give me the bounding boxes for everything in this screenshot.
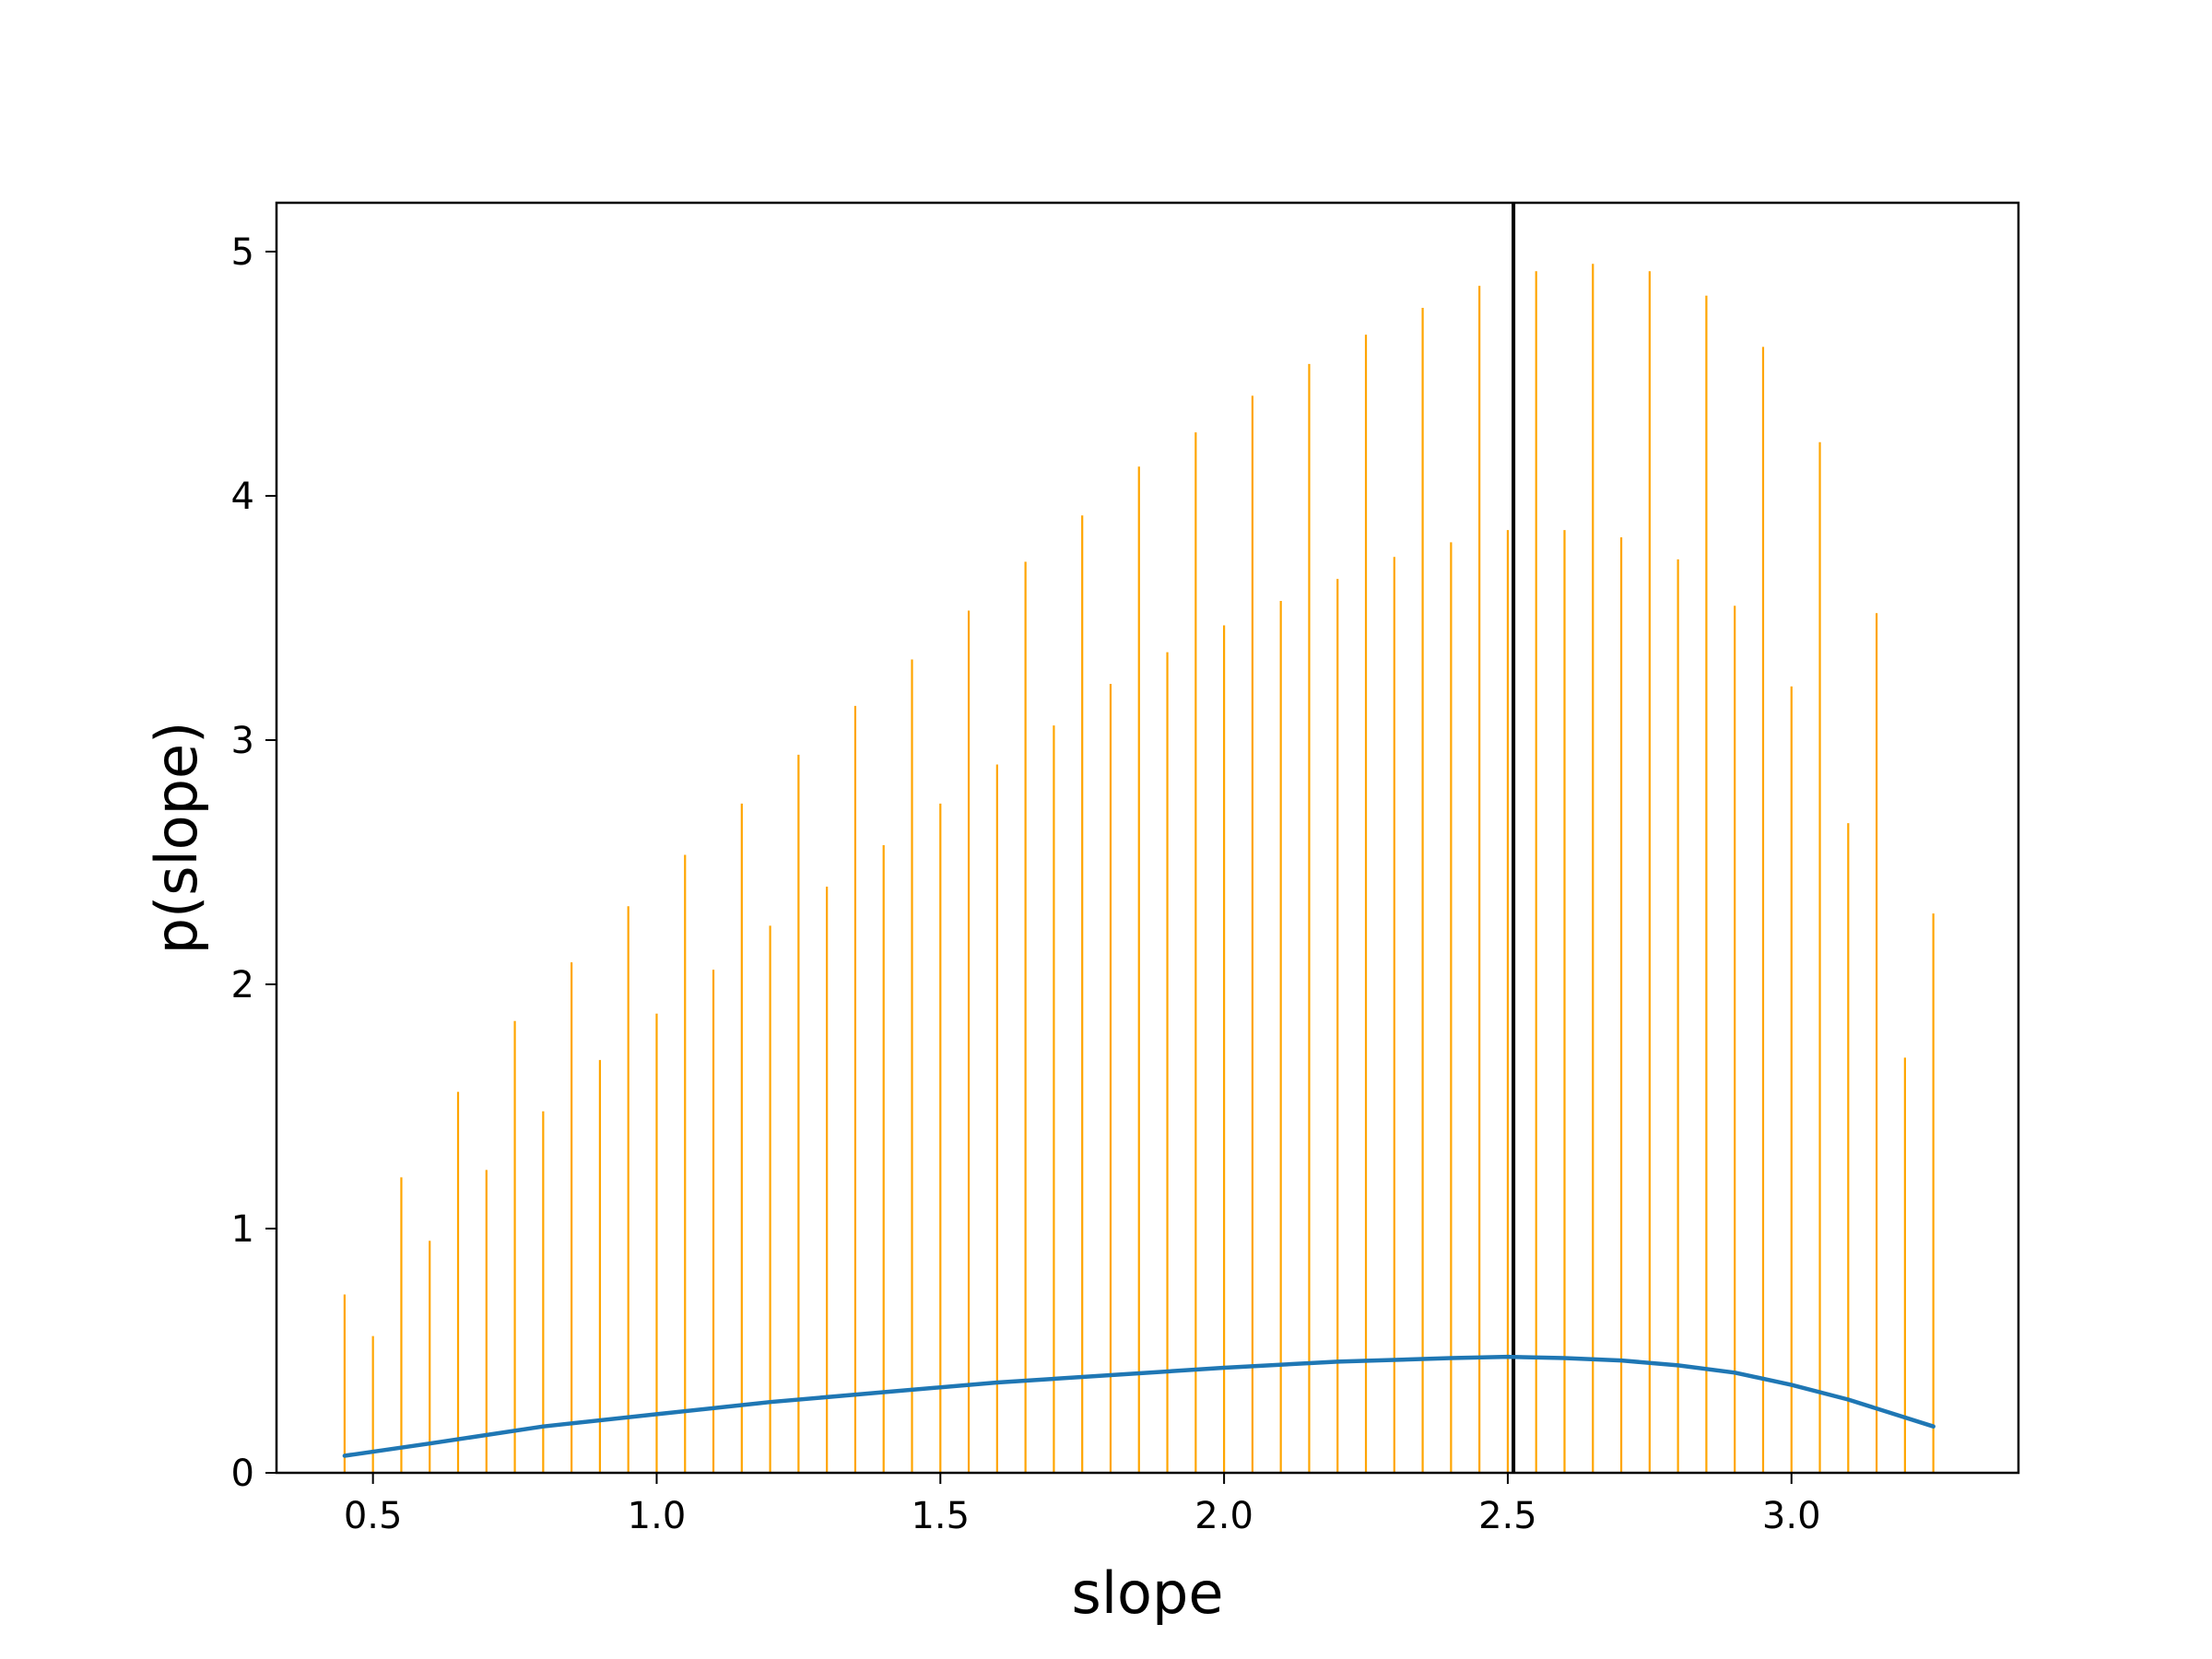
x-tick-label: 1.5 bbox=[911, 1495, 970, 1537]
x-tick-label: 0.5 bbox=[344, 1495, 403, 1537]
y-tick-label: 3 bbox=[231, 720, 254, 762]
x-axis: 0.5 1.0 1.5 2.0 2.5 3.0 bbox=[344, 1473, 1821, 1537]
y-axis-label: p(slope) bbox=[143, 722, 210, 955]
y-tick-label: 1 bbox=[231, 1208, 254, 1251]
x-tick-label: 2.0 bbox=[1194, 1495, 1253, 1537]
y-tick-label: 2 bbox=[231, 964, 254, 1006]
plot-marks bbox=[342, 203, 1936, 1473]
y-tick-label: 0 bbox=[231, 1453, 254, 1495]
series-line bbox=[342, 1354, 1936, 1458]
x-tick-label: 1.0 bbox=[628, 1495, 687, 1537]
x-axis-label: slope bbox=[1072, 1559, 1224, 1627]
x-tick-label: 3.0 bbox=[1762, 1495, 1821, 1537]
axes-frame bbox=[275, 201, 2020, 1475]
y-axis: 0 1 2 3 4 5 bbox=[231, 231, 276, 1495]
y-tick-label: 4 bbox=[231, 476, 254, 518]
x-tick-label: 2.5 bbox=[1478, 1495, 1537, 1537]
y-tick-label: 5 bbox=[231, 231, 254, 274]
